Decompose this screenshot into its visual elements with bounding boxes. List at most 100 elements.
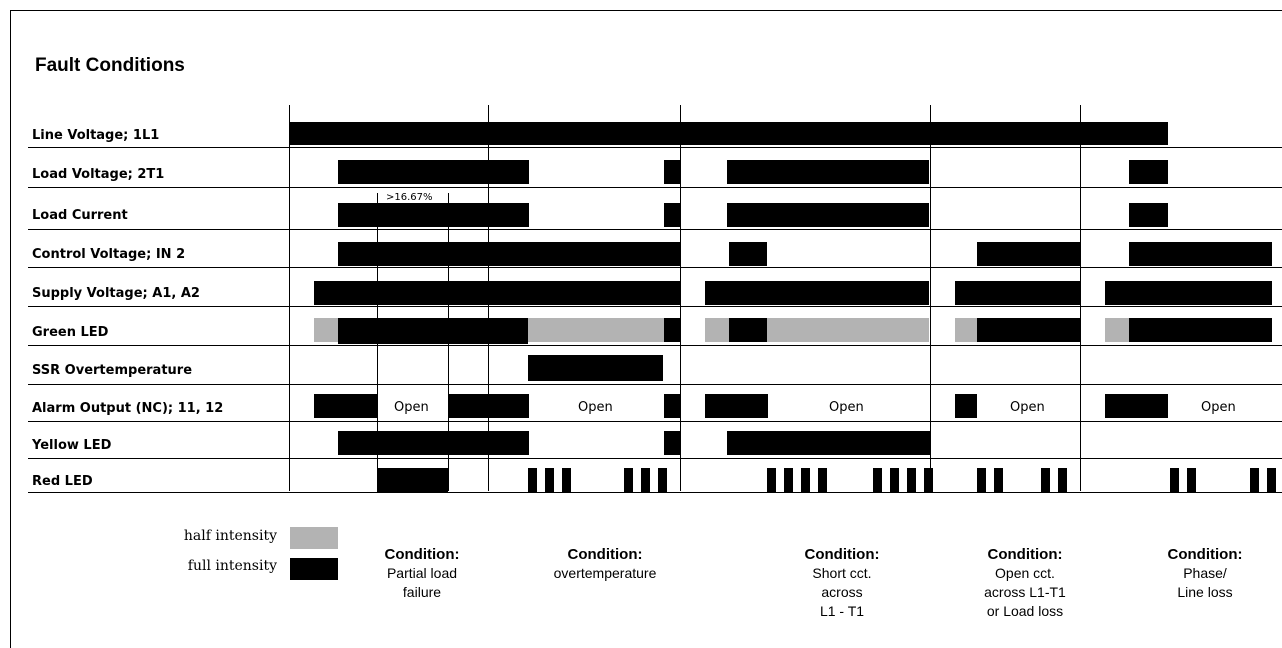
condition-line: failure — [402, 584, 442, 600]
row-label-alarm-output: Alarm Output (NC); 11, 12 — [32, 401, 224, 416]
red-led-pulse — [890, 468, 899, 492]
column-divider — [930, 105, 931, 491]
green-led-half-bar — [1105, 318, 1129, 342]
row-label-load-current: Load Current — [32, 208, 128, 223]
green-led-half-bar — [705, 318, 729, 342]
green-led-full-bar — [338, 318, 528, 344]
condition-line: across — [821, 584, 863, 600]
condition-line: across L1-T1 — [984, 584, 1066, 600]
condition-line: Partial load — [386, 565, 458, 581]
load-voltage-bar — [338, 160, 529, 184]
condition-line: or Load loss — [986, 603, 1064, 619]
supply-voltage-bar — [955, 281, 1080, 305]
red-led-pulse — [641, 468, 650, 492]
red-led-pulse — [562, 468, 571, 492]
yellow-led-bar — [664, 431, 680, 455]
red-led-pulse — [1250, 468, 1259, 492]
red-led-pulse — [1187, 468, 1196, 492]
red-led-pulse — [818, 468, 827, 492]
condition-heading: Condition: — [1167, 546, 1243, 563]
red-led-pulse — [767, 468, 776, 492]
alarm-output-bar — [314, 394, 377, 418]
green-led-half-bar — [767, 318, 929, 342]
legend-full-swatch — [290, 558, 338, 580]
red-led-pulse — [924, 468, 933, 492]
condition-line: L1 - T1 — [819, 603, 865, 619]
condition-heading: Condition: — [804, 546, 880, 563]
red-led-pulse — [873, 468, 882, 492]
row-label-red-led: Red LED — [32, 474, 93, 489]
condition-overtemperature: Condition: overtemperature — [530, 545, 680, 583]
condition-line: Phase/ — [1183, 565, 1227, 581]
red-led-pulse — [994, 468, 1003, 492]
row-label-control-voltage: Control Voltage; IN 2 — [32, 247, 186, 262]
red-led-pulse — [528, 468, 537, 492]
yellow-led-bar — [338, 431, 529, 455]
row-divider — [28, 306, 1282, 307]
alarm-open-label: Open — [1010, 400, 1045, 415]
line-voltage-bar — [290, 122, 1168, 145]
green-led-half-bar — [314, 318, 338, 342]
red-led-pulse — [1170, 468, 1179, 492]
red-led-pulse — [545, 468, 554, 492]
load-voltage-bar — [664, 160, 680, 184]
column-divider — [1080, 105, 1081, 491]
legend-half-swatch — [290, 527, 338, 549]
green-led-half-bar — [955, 318, 977, 342]
load-voltage-bar — [1129, 160, 1168, 184]
alarm-open-label: Open — [1201, 400, 1236, 415]
supply-voltage-bar — [314, 281, 680, 305]
red-led-bar — [377, 468, 448, 492]
yellow-led-bar — [727, 431, 930, 455]
diagram-frame — [10, 10, 1282, 648]
legend-full-label: full intensity — [187, 558, 277, 574]
red-led-pulse — [1041, 468, 1050, 492]
condition-line: Line loss — [1177, 584, 1233, 600]
load-current-bar — [1129, 203, 1168, 227]
alarm-output-bar — [705, 394, 768, 418]
condition-heading: Condition: — [384, 546, 460, 563]
condition-heading: Condition: — [567, 546, 643, 563]
row-divider — [28, 384, 1282, 385]
alarm-output-bar — [1105, 394, 1168, 418]
row-divider — [28, 458, 1282, 459]
green-led-full-bar — [1129, 318, 1272, 342]
red-led-pulse — [658, 468, 667, 492]
row-label-green-led: Green LED — [32, 325, 109, 340]
ssr-overtemperature-bar — [528, 355, 663, 381]
control-voltage-bar — [729, 242, 767, 266]
row-divider — [28, 187, 1282, 188]
green-led-full-bar — [729, 318, 767, 342]
load-current-threshold-label: >16.67% — [380, 192, 439, 203]
row-label-line-voltage: Line Voltage; 1L1 — [32, 128, 160, 143]
supply-voltage-bar — [705, 281, 929, 305]
control-voltage-bar — [338, 242, 680, 266]
alarm-output-bar — [449, 394, 529, 418]
row-label-yellow-led: Yellow LED — [32, 438, 112, 453]
green-led-half-bar — [528, 318, 664, 342]
control-voltage-bar — [977, 242, 1080, 266]
alarm-open-label: Open — [578, 400, 613, 415]
column-divider — [680, 105, 681, 491]
row-label-load-voltage: Load Voltage; 2T1 — [32, 167, 165, 182]
load-current-bar — [664, 203, 680, 227]
alarm-output-bar — [955, 394, 977, 418]
condition-line: Short cct. — [812, 565, 872, 581]
red-led-pulse — [1267, 468, 1276, 492]
row-divider — [28, 267, 1282, 268]
alarm-open-label: Open — [829, 400, 864, 415]
row-divider — [28, 147, 1282, 148]
row-divider — [28, 492, 1282, 493]
red-led-pulse — [801, 468, 810, 492]
legend-half-label: half intensity — [183, 528, 277, 544]
row-divider — [28, 345, 1282, 346]
supply-voltage-bar — [1105, 281, 1272, 305]
condition-line: Open cct. — [995, 565, 1055, 581]
red-led-pulse — [977, 468, 986, 492]
red-led-pulse — [1058, 468, 1067, 492]
load-current-bar — [338, 203, 529, 227]
control-voltage-bar — [1129, 242, 1272, 266]
condition-open-circuit: Condition: Open cct. across L1-T1 or Loa… — [955, 545, 1095, 621]
condition-partial-load: Condition: Partial load failure — [352, 545, 492, 602]
page-title: Fault Conditions — [35, 55, 185, 76]
